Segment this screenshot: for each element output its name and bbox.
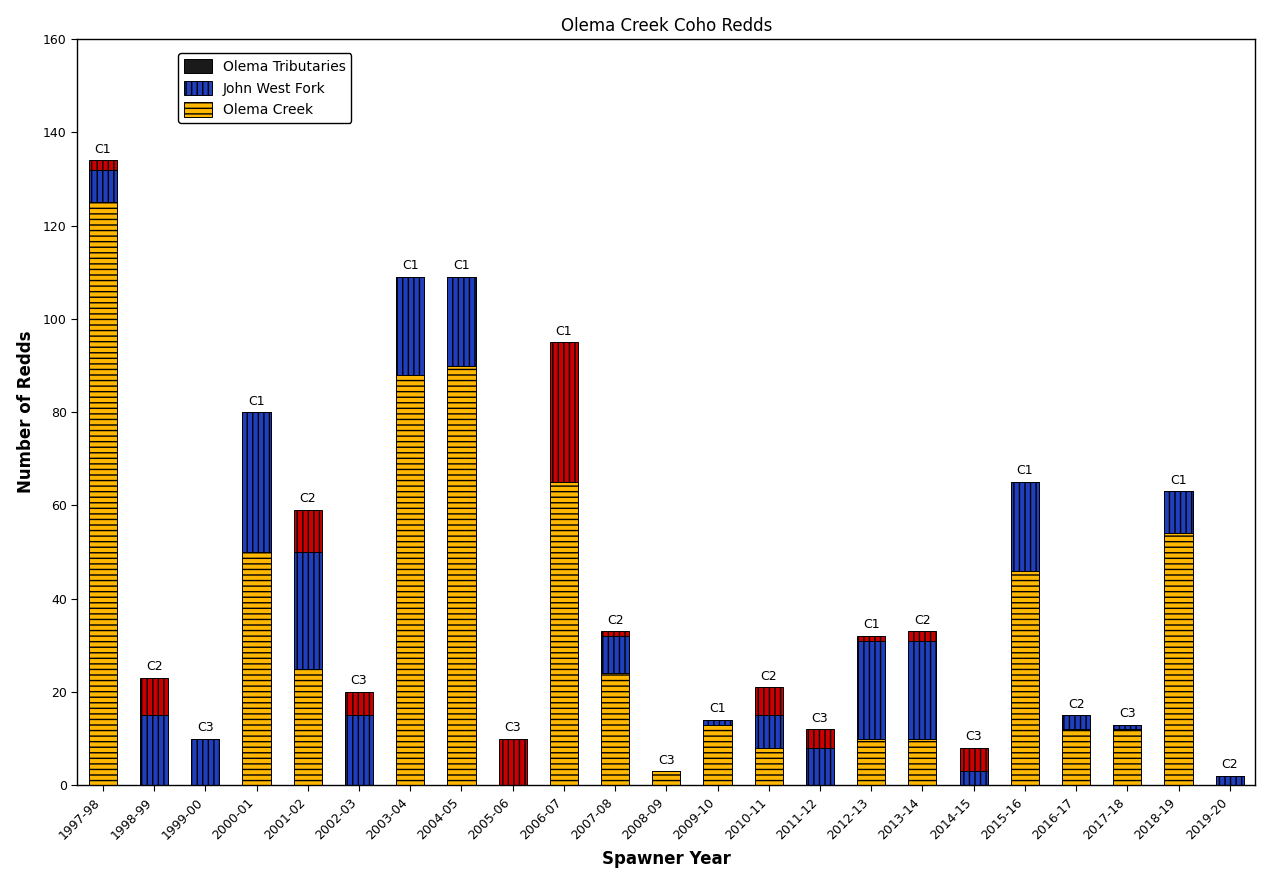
Text: C3: C3	[1119, 707, 1136, 720]
Text: C1: C1	[1170, 473, 1187, 487]
Bar	[345, 692, 373, 715]
Bar	[294, 552, 322, 669]
Bar	[191, 739, 220, 785]
Text: C1: C1	[94, 142, 111, 156]
Bar	[600, 631, 630, 636]
Bar	[243, 552, 271, 785]
Bar	[1113, 725, 1141, 729]
Text: C1: C1	[862, 619, 879, 631]
Text: C2: C2	[607, 614, 623, 627]
Bar	[1113, 729, 1141, 785]
Bar	[89, 160, 117, 170]
Bar	[600, 636, 630, 673]
Bar	[703, 725, 731, 785]
Bar	[754, 715, 782, 748]
Bar	[499, 739, 527, 785]
Bar	[908, 739, 936, 785]
Bar	[1164, 534, 1193, 785]
Bar	[1011, 571, 1039, 785]
Text: C2: C2	[299, 492, 315, 505]
Bar	[448, 366, 476, 785]
Bar	[754, 748, 782, 785]
Y-axis label: Number of Redds: Number of Redds	[17, 331, 34, 494]
Bar	[89, 170, 117, 203]
Text: C1: C1	[556, 325, 572, 337]
Text: C2: C2	[915, 614, 931, 627]
Text: C2: C2	[1067, 697, 1084, 711]
Bar	[550, 342, 577, 482]
Text: C1: C1	[1016, 465, 1033, 478]
Text: C3: C3	[504, 721, 522, 734]
X-axis label: Spawner Year: Spawner Year	[602, 850, 730, 868]
Bar	[448, 277, 476, 366]
Bar	[959, 772, 988, 785]
Legend: Olema Tributaries, John West Fork, Olema Creek: Olema Tributaries, John West Fork, Olema…	[178, 53, 351, 123]
Bar	[1164, 491, 1193, 534]
Bar	[294, 510, 322, 552]
Bar	[908, 641, 936, 739]
Bar	[857, 636, 885, 641]
Bar	[806, 729, 834, 748]
Bar	[1062, 729, 1090, 785]
Text: C3: C3	[197, 721, 214, 734]
Text: C2: C2	[146, 660, 163, 673]
Bar	[703, 720, 731, 725]
Text: C3: C3	[351, 674, 368, 688]
Bar	[140, 715, 168, 785]
Bar	[294, 669, 322, 785]
Bar	[857, 739, 885, 785]
Bar	[1062, 715, 1090, 729]
Text: C1: C1	[402, 259, 418, 273]
Text: C3: C3	[812, 712, 828, 725]
Text: C1: C1	[710, 703, 726, 715]
Bar	[754, 688, 782, 715]
Bar	[959, 748, 988, 772]
Text: C2: C2	[1221, 758, 1238, 772]
Text: C1: C1	[248, 395, 265, 407]
Title: Olema Creek Coho Redds: Olema Creek Coho Redds	[561, 17, 772, 35]
Bar	[600, 673, 630, 785]
Bar	[89, 203, 117, 785]
Bar	[908, 631, 936, 641]
Bar	[396, 375, 425, 785]
Text: C1: C1	[453, 259, 469, 273]
Bar	[345, 715, 373, 785]
Bar	[550, 482, 577, 785]
Text: C3: C3	[658, 754, 674, 766]
Text: C2: C2	[761, 670, 777, 682]
Bar	[653, 772, 681, 785]
Bar	[396, 277, 425, 375]
Bar	[1216, 776, 1244, 785]
Bar	[1011, 482, 1039, 571]
Text: C3: C3	[965, 730, 982, 743]
Bar	[140, 678, 168, 715]
Bar	[857, 641, 885, 739]
Bar	[243, 412, 271, 552]
Bar	[806, 748, 834, 785]
